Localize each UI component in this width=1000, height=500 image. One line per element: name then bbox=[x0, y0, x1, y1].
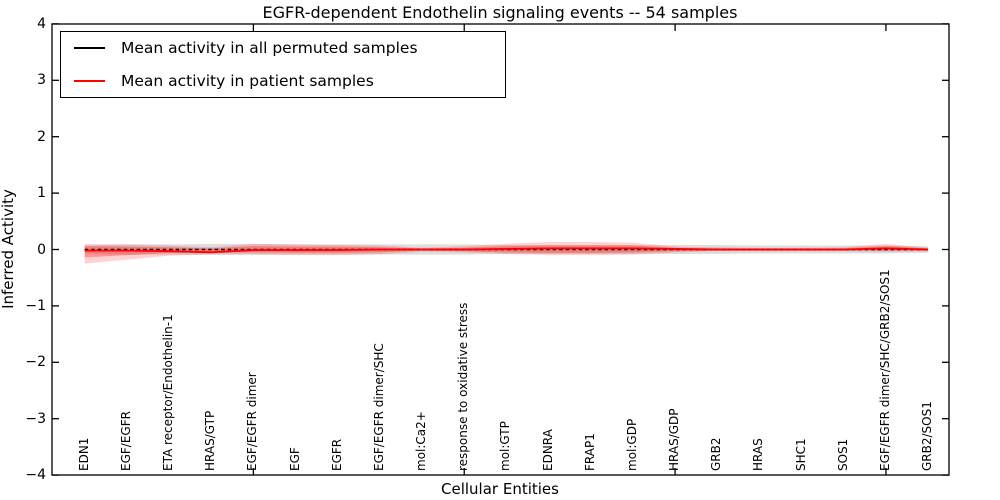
y-tick-label: −2 bbox=[25, 354, 46, 371]
x-category-label: EGFR bbox=[329, 438, 344, 471]
y-tick-label: −1 bbox=[25, 297, 46, 314]
y-tick-label: 1 bbox=[37, 185, 46, 202]
x-category-label: EGF bbox=[287, 447, 302, 471]
x-category-label: ETA receptor/Endothelin-1 bbox=[161, 314, 176, 471]
x-category-label: mol:GDP bbox=[624, 418, 639, 471]
x-category-label: SOS1 bbox=[835, 438, 850, 471]
x-category-label: HRAS bbox=[751, 438, 766, 471]
patient-std-band-outer bbox=[84, 242, 929, 264]
x-axis-label: Cellular Entities bbox=[441, 480, 559, 498]
x-category-label: EDN1 bbox=[76, 437, 91, 471]
legend-line-sample bbox=[74, 79, 105, 82]
x-category-label: EGF/EGFR dimer/SHC bbox=[371, 343, 386, 471]
x-category-label: GRB2 bbox=[709, 437, 724, 471]
y-tick-label: 4 bbox=[37, 15, 46, 32]
legend-entry: Mean activity in all permuted samples bbox=[61, 33, 505, 63]
x-category-label: GRB2/SOS1 bbox=[920, 401, 935, 471]
x-category-label: EDNRA bbox=[540, 429, 555, 471]
legend-entry: Mean activity in patient samples bbox=[61, 66, 505, 96]
x-category-label: HRAS/GDP bbox=[667, 408, 682, 471]
y-tick-label: 3 bbox=[37, 72, 46, 89]
chart-title: EGFR-dependent Endothelin signaling even… bbox=[262, 3, 738, 22]
x-category-label: mol:Ca2+ bbox=[414, 411, 429, 471]
y-tick-label: 0 bbox=[37, 241, 46, 258]
x-category-label: SHC1 bbox=[793, 438, 808, 471]
legend-label: Mean activity in patient samples bbox=[121, 71, 374, 90]
y-tick-label: 2 bbox=[37, 128, 46, 145]
patient-std-band-inner bbox=[84, 245, 929, 258]
x-category-label: EGF/EGFR dimer bbox=[245, 372, 260, 471]
x-category-label: mol:GTP bbox=[498, 421, 513, 471]
x-category-label: EGF/EGFR dimer/SHC/GRB2/SOS1 bbox=[877, 269, 892, 471]
y-tick-label: −4 bbox=[25, 467, 46, 484]
y-tick-label: −3 bbox=[25, 410, 46, 427]
x-category-label: HRAS/GTP bbox=[203, 410, 218, 471]
legend-label: Mean activity in all permuted samples bbox=[121, 39, 418, 58]
patient-mean-line bbox=[84, 247, 929, 254]
x-category-label: EGF/EGFR bbox=[118, 411, 133, 471]
legend-line-sample bbox=[74, 47, 105, 50]
x-category-label: FRAP1 bbox=[582, 433, 597, 471]
x-category-label: response to oxidative stress bbox=[456, 302, 471, 471]
legend: Mean activity in all permuted samples Mea… bbox=[60, 31, 506, 98]
